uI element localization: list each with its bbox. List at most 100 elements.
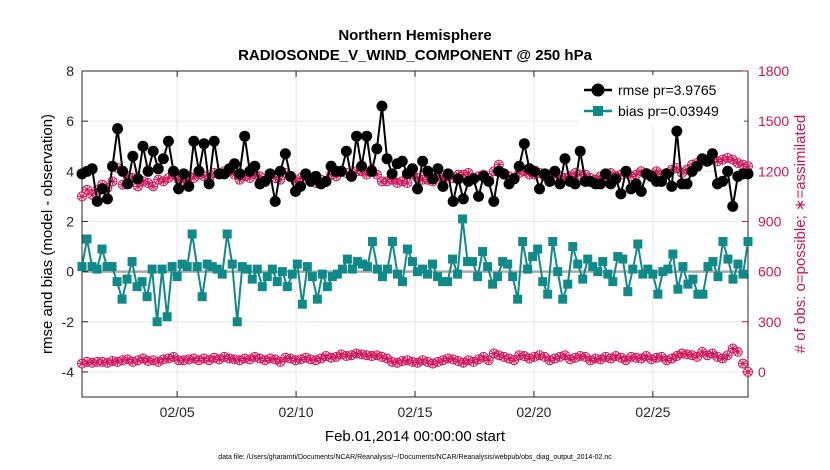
rmse-marker: [381, 153, 393, 165]
bias-marker: [137, 277, 147, 287]
bias-marker: [638, 269, 648, 279]
obs-possible-marker: [392, 357, 403, 368]
bias-marker: [232, 317, 242, 327]
obs-possible-marker: [707, 348, 718, 359]
rmse-marker: [208, 135, 220, 147]
bias-marker: [207, 262, 217, 272]
rmse-marker: [345, 170, 357, 182]
obs-assimilated-marker: [235, 356, 244, 365]
rmse-marker: [447, 195, 459, 207]
obs-possible-marker: [519, 351, 530, 362]
legend-rmse-label: rmse pr=3.9765: [618, 82, 717, 98]
legend-bias-marker: [593, 106, 603, 116]
obs-assimilated-marker: [621, 356, 630, 365]
obs-assimilated-marker: [179, 177, 188, 186]
obs-assimilated-marker: [667, 165, 676, 174]
footnote: data file: /Users/gharamti/Documents/NCA…: [218, 454, 612, 461]
rmse-marker: [168, 165, 180, 177]
obs-assimilated-marker: [520, 167, 529, 176]
obs-assimilated-marker: [438, 356, 447, 365]
bias-marker: [743, 237, 753, 247]
obs-possible-marker: [321, 351, 332, 362]
obs-possible-marker: [615, 352, 626, 363]
obs-possible-marker: [717, 154, 728, 165]
obs-assimilated-marker: [322, 352, 331, 361]
obs-possible-marker: [458, 357, 469, 368]
obs-possible-marker: [417, 355, 428, 366]
bias-marker: [217, 269, 227, 279]
obs-assimilated-marker: [601, 352, 610, 361]
obs-assimilated-marker: [728, 344, 737, 353]
legend: rmse pr=3.9765 bias pr=0.03949: [578, 75, 744, 125]
obs-possible-marker: [620, 355, 631, 366]
obs-assimilated-marker: [255, 354, 264, 363]
obs-assimilated-marker: [301, 353, 310, 362]
obs-assimilated-marker: [637, 167, 646, 176]
obs-assimilated-marker: [200, 354, 209, 363]
obs-assimilated-marker: [179, 356, 188, 365]
bias-marker: [372, 264, 382, 274]
obs-assimilated-marker: [606, 354, 615, 363]
obs-assimilated-marker: [464, 356, 473, 365]
obs-assimilated-marker: [235, 175, 244, 184]
obs-possible-marker: [539, 351, 550, 362]
obs-assimilated-marker: [306, 355, 315, 364]
bias-marker: [77, 262, 87, 272]
y-axis-label-left: rmse and bias (model - observation): [39, 114, 56, 354]
bias-marker: [407, 257, 417, 267]
obs-possible-marker: [732, 157, 743, 168]
obs-assimilated-marker: [688, 351, 697, 360]
bias-marker: [282, 282, 292, 292]
rmse-marker: [284, 170, 296, 182]
obs-assimilated-marker: [449, 355, 458, 364]
series-layer: [76, 100, 754, 377]
obs-assimilated-marker: [347, 351, 356, 360]
obs-assimilated-marker: [637, 354, 646, 363]
obs-assimilated-marker: [159, 177, 168, 186]
rmse-marker: [569, 178, 581, 190]
obs-assimilated-marker: [596, 355, 605, 364]
obs-assimilated-marker: [240, 354, 249, 363]
obs-assimilated-marker: [296, 173, 305, 182]
obs-possible-marker: [163, 172, 174, 183]
obs-assimilated-marker: [311, 356, 320, 365]
legend-bias-label: bias pr=0.03949: [618, 103, 719, 119]
y-tick-label-right: 0: [758, 364, 766, 380]
rmse-marker: [528, 165, 540, 177]
bias-marker: [448, 254, 458, 264]
obs-assimilated-marker: [88, 190, 97, 199]
rmse-marker: [498, 168, 510, 180]
bias-marker: [277, 267, 287, 277]
bias-marker: [172, 272, 182, 282]
bias-marker: [187, 229, 197, 239]
obs-assimilated-marker: [393, 179, 402, 188]
y-tick-label-right: 1800: [758, 63, 789, 79]
obs-possible-marker: [453, 356, 464, 367]
bias-marker: [578, 274, 588, 284]
bias-marker: [367, 237, 377, 247]
obs-assimilated-marker: [738, 160, 747, 169]
obs-assimilated-marker: [728, 155, 737, 164]
obs-assimilated-marker: [591, 354, 600, 363]
obs-possible-marker: [646, 354, 657, 365]
obs-assimilated-marker: [596, 172, 605, 181]
obs-assimilated-marker: [560, 351, 569, 360]
x-axis-label: Feb.01,2014 00:00:00 start: [325, 428, 506, 445]
bias-marker: [518, 237, 528, 247]
bias-marker: [553, 267, 563, 277]
obs-assimilated-marker: [525, 170, 534, 179]
obs-assimilated-marker: [327, 170, 336, 179]
obs-assimilated-marker: [515, 351, 524, 360]
obs-assimilated-marker: [469, 357, 478, 366]
bias-marker: [292, 259, 302, 269]
obs-assimilated-marker: [271, 355, 280, 364]
rmse-marker: [203, 178, 215, 190]
obs-possible-marker: [727, 154, 738, 165]
obs-assimilated-marker: [149, 356, 158, 365]
bias-marker: [362, 262, 372, 272]
obs-assimilated-marker: [454, 357, 463, 366]
obs-possible-marker: [498, 351, 509, 362]
rmse-marker: [157, 153, 169, 165]
obs-assimilated-marker: [164, 354, 173, 363]
x-tick-label: 02/20: [516, 404, 551, 420]
